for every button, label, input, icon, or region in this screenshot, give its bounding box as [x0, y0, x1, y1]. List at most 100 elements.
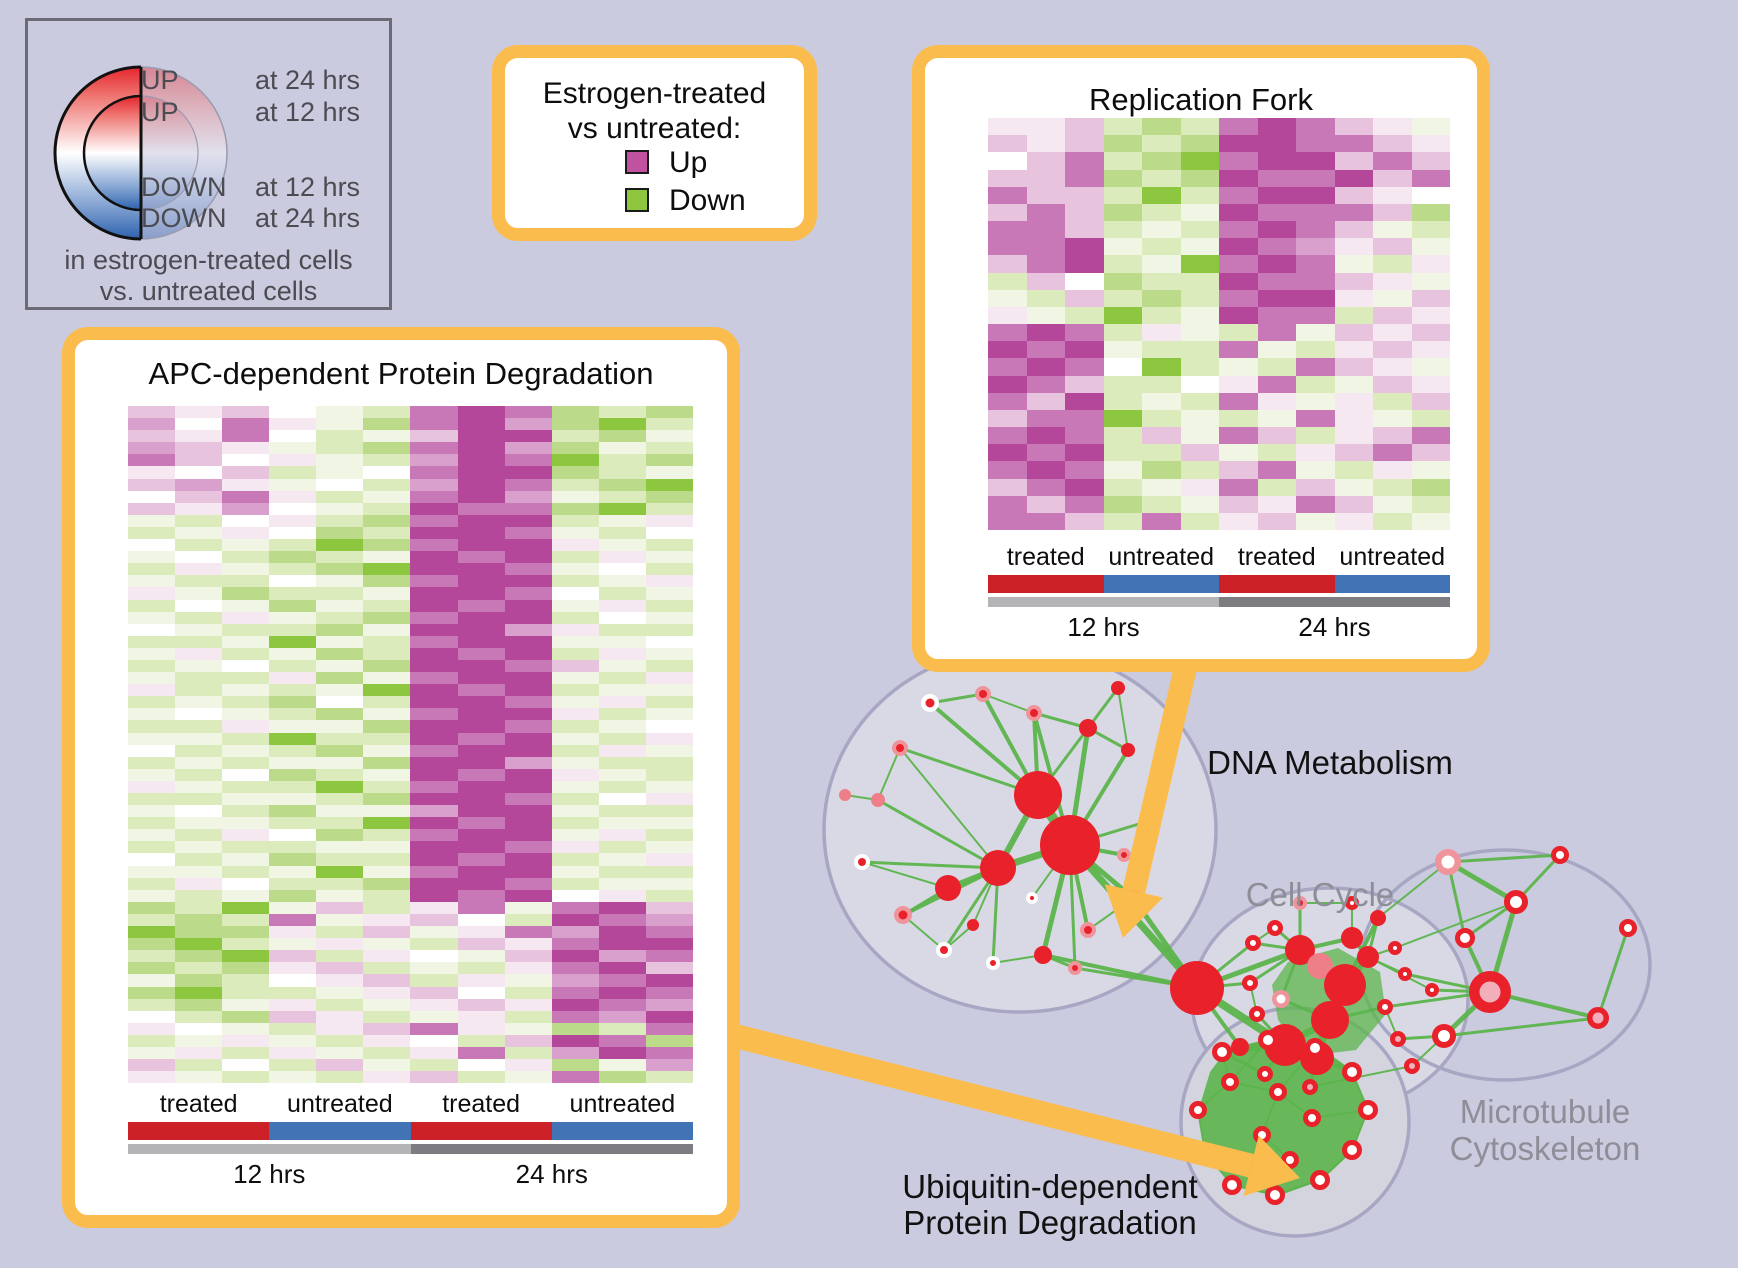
heatmap-row: [128, 575, 693, 588]
network-node: [1619, 919, 1637, 937]
network-node: [1388, 941, 1402, 955]
microtubule-label-line1: Microtubule: [1459, 1093, 1631, 1130]
network-node: [1587, 1007, 1609, 1029]
heatmap-row: [988, 169, 1450, 187]
heatmap-row: [128, 1059, 693, 1072]
legend-row-up-24: UP at 24 hrs: [141, 65, 360, 96]
condition-color-bar: [128, 1122, 693, 1140]
network-node: [1311, 1001, 1349, 1039]
down-24-time: at 24 hrs: [255, 203, 361, 233]
network-node: [1341, 927, 1363, 949]
network-node: [1272, 990, 1290, 1008]
heatmap-row: [988, 512, 1450, 531]
heatmap-row: [128, 418, 693, 431]
heatmap-row: [128, 442, 693, 455]
condition-label: untreated: [1339, 543, 1446, 571]
heatmap-row: [128, 672, 693, 685]
heatmap-row: [128, 962, 693, 975]
legend-row-up-12: UP at 12 hrs: [141, 97, 360, 128]
heatmap-row: [988, 409, 1450, 428]
condition-labels: treated untreated treated untreated: [988, 543, 1450, 573]
network-node: [1014, 771, 1062, 819]
time-label: 24 hrs: [1298, 612, 1371, 642]
heatmap-row: [988, 289, 1450, 307]
heatmap-row: [128, 502, 693, 515]
heatmap-row: [128, 587, 693, 600]
microtubule-label-line2: Cytoskeleton: [1449, 1130, 1641, 1167]
network-node: [1117, 848, 1131, 862]
heatmap-row: [988, 152, 1450, 170]
network-node: [1435, 849, 1461, 875]
heatmap-row: [988, 272, 1450, 290]
updown-footer: in estrogen-treated cells vs. untreated …: [28, 245, 389, 307]
heatmap-row: [128, 490, 693, 503]
network-node: [1170, 961, 1224, 1015]
heatmap-row: [128, 539, 693, 552]
heatmap-row: [988, 255, 1450, 273]
network-edge: [1447, 853, 1561, 864]
network-node: [1551, 846, 1569, 864]
network-edge: [861, 861, 949, 889]
heatmap-row: [128, 1046, 693, 1060]
network-node: [1212, 1042, 1232, 1062]
network-node: [1305, 1038, 1325, 1058]
network-node: [839, 789, 851, 801]
heatmap-row: [988, 186, 1450, 204]
heatmap-row: [128, 514, 693, 527]
heatmap-row: [988, 444, 1450, 462]
network-node: [1432, 1024, 1456, 1048]
network-node: [1342, 1062, 1362, 1082]
network-node: [1231, 1038, 1249, 1056]
heatmap-row: [988, 306, 1450, 325]
heatmap-row: [128, 829, 693, 842]
network-node: [1080, 922, 1096, 938]
network-node: [1377, 999, 1393, 1015]
network-edge: [1033, 711, 1089, 730]
heatmap-row: [988, 495, 1450, 513]
network-node: [1358, 1100, 1378, 1120]
replication-fork-heatmap: [988, 118, 1450, 531]
up-color-swatch: [625, 150, 649, 174]
apc-heatmap: [128, 406, 693, 1084]
network-node: [936, 942, 952, 958]
network-edge: [1596, 927, 1630, 1019]
heatmap-row: [128, 950, 693, 963]
heatmap-row: [128, 768, 693, 781]
network-edge: [877, 747, 901, 801]
replication-fork-panel: Replication Fork treated untreated treated…: [912, 45, 1490, 672]
time-bar: [988, 597, 1450, 607]
network-node: [1257, 1066, 1273, 1082]
network-node: [892, 740, 908, 756]
network-node: [1026, 892, 1038, 904]
down-24-word: DOWN: [141, 203, 227, 233]
footer-line-1: in estrogen-treated cells: [64, 245, 353, 275]
heatmap-row: [128, 563, 693, 576]
network-node: [1342, 1140, 1362, 1160]
network-node: [975, 686, 991, 702]
heatmap-row: [988, 203, 1450, 222]
network-node: [1068, 961, 1082, 975]
apc-panel: APC-dependent Protein Degradation treate…: [62, 327, 740, 1228]
network-node: [1302, 1079, 1318, 1095]
pathway-arrow-head: [1243, 1135, 1300, 1196]
network-node: [986, 956, 1000, 970]
heatmap-row: [128, 756, 693, 769]
network-node: [1245, 935, 1261, 951]
network-node: [1258, 1030, 1278, 1050]
condition-label: untreated: [287, 1090, 393, 1118]
network-node: [1455, 928, 1475, 948]
heatmap-row: [128, 1034, 693, 1047]
condition-label: treated: [1006, 543, 1085, 571]
heatmap-row: [128, 853, 693, 866]
heatmap-row: [128, 659, 693, 673]
heatmap-row: [128, 684, 693, 697]
regulation-title-line1: Estrogen-treated: [542, 77, 767, 110]
heatmap-row: [128, 841, 693, 854]
network-node: [1303, 1109, 1321, 1127]
heatmap-row: [988, 324, 1450, 342]
pathway-arrow-shaft: [732, 1024, 1255, 1178]
regulation-legend-title: Estrogen-treated vs untreated:: [505, 76, 804, 146]
network-node: [1357, 946, 1379, 968]
network-node: [894, 906, 912, 924]
